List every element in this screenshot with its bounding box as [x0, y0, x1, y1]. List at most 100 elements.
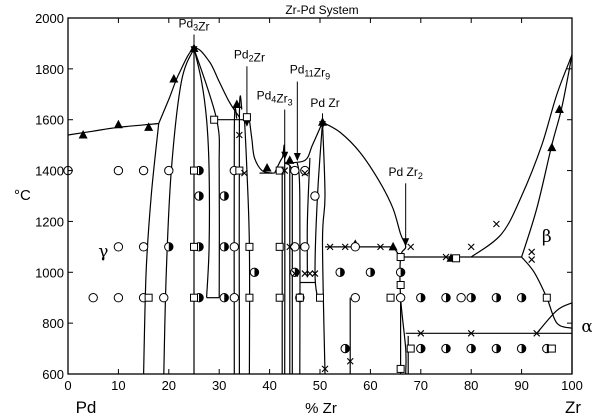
- phase-label-subscript: 2: [418, 171, 423, 181]
- phase-boundary: [238, 95, 243, 375]
- half-circle-fill: [224, 242, 229, 252]
- square-marker: [542, 293, 551, 302]
- open-circle-marker: [113, 293, 124, 303]
- square-marker: [406, 344, 415, 353]
- square-marker: [144, 293, 153, 302]
- x-axis-ticks: 0 10 20 30 40 50 60 70 80 90 100: [64, 18, 583, 393]
- open-circle-marker: [290, 165, 300, 176]
- phase-label-text: Zr: [314, 65, 325, 79]
- cross-marker: [341, 243, 349, 251]
- data-markers: [63, 43, 564, 373]
- x-tick-label: 70: [414, 378, 428, 393]
- region-label: γ: [98, 242, 108, 262]
- half-circle-fill: [496, 344, 501, 353]
- half-circle-fill: [199, 191, 204, 201]
- open-circle-marker: [300, 242, 310, 252]
- cross-marker: [281, 167, 289, 174]
- cross-marker: [301, 169, 309, 177]
- half-circle-fill: [420, 344, 425, 353]
- phase-boundary: [274, 144, 286, 375]
- open-circle-marker: [229, 293, 240, 303]
- phase-label-subscript: 3: [193, 23, 198, 33]
- phase-boundary: [296, 162, 301, 375]
- x-tick-label: 100: [561, 378, 583, 393]
- region-labels: γ β α: [98, 227, 592, 337]
- cross-marker: [235, 131, 243, 139]
- half-circle-fill: [471, 293, 476, 302]
- open-circle-marker: [88, 293, 98, 303]
- square-marker: [396, 364, 405, 373]
- region-label: β: [542, 227, 552, 247]
- phase-boundary: [67, 122, 159, 136]
- phase-label: Pd2Zr: [234, 48, 265, 65]
- cross-marker: [417, 329, 425, 337]
- half-circle-fill: [400, 268, 405, 277]
- open-circle-marker: [456, 293, 466, 303]
- phase-boundary: [163, 48, 195, 375]
- phase-label: Pd Zr: [310, 96, 339, 110]
- phase-label-text: Pd: [290, 62, 305, 76]
- triangle-marker: [189, 43, 199, 53]
- half-circle-fill: [471, 344, 476, 353]
- phase-boundary: [314, 122, 324, 298]
- phase-label-text: Zr: [276, 91, 287, 105]
- half-circle-fill: [168, 242, 173, 252]
- phase-boundary: [322, 121, 407, 375]
- y-axis-label: °C: [14, 187, 31, 204]
- x-end-label-left: Pd: [76, 398, 97, 417]
- x-tick-label: 90: [514, 378, 528, 393]
- cross-marker: [528, 248, 536, 256]
- open-circle-marker: [113, 242, 124, 252]
- phase-boundary: [143, 123, 160, 375]
- triangle-marker: [547, 142, 557, 152]
- square-marker: [190, 166, 198, 175]
- y-tick-label: 800: [42, 316, 64, 331]
- x-end-label-right: Zr: [565, 398, 581, 417]
- cross-marker: [528, 256, 536, 263]
- cross-marker: [493, 220, 500, 228]
- phase-label-text: Pd Zr: [310, 96, 339, 110]
- x-tick-label: 0: [64, 378, 71, 393]
- open-circle-marker: [159, 293, 169, 303]
- label-arrowhead: [293, 153, 301, 162]
- half-circle-fill: [370, 268, 375, 277]
- cross-marker: [326, 243, 334, 251]
- square-marker: [275, 293, 284, 302]
- cross-marker: [291, 270, 299, 277]
- square-marker: [242, 113, 251, 122]
- half-circle-fill: [254, 268, 259, 277]
- half-circle-fill: [224, 191, 229, 201]
- label-arrowhead: [402, 238, 410, 247]
- phase-boundary: [470, 54, 573, 258]
- phase-label: Pd4Zr3: [257, 88, 293, 107]
- square-marker: [275, 166, 284, 175]
- triangle-marker: [113, 119, 123, 129]
- y-tick-label: 1000: [35, 265, 64, 280]
- half-circle-fill: [420, 293, 425, 302]
- x-tick-label: 60: [363, 378, 377, 393]
- open-circle-marker: [164, 165, 174, 176]
- square-marker: [190, 293, 198, 302]
- cross-marker: [306, 270, 314, 277]
- cross-marker: [286, 243, 294, 251]
- chart-title: Zr-Pd System: [285, 3, 358, 17]
- phase-boundary: [536, 302, 573, 334]
- square-marker: [452, 254, 461, 263]
- y-tick-label: 2000: [35, 11, 64, 26]
- y-tick-label: 1600: [35, 113, 64, 128]
- triangle-marker: [232, 99, 242, 108]
- square-marker: [245, 293, 254, 302]
- half-circle-fill: [224, 293, 229, 302]
- phase-label-text: Pd Zr: [389, 165, 418, 179]
- triangle-marker: [388, 241, 398, 251]
- triangle-marker: [78, 129, 88, 139]
- y-axis-ticks: 600 800 1000 1200 1400 1600 1800 2000: [35, 11, 572, 382]
- cross-marker: [346, 357, 354, 365]
- open-circle-marker: [310, 191, 320, 201]
- phase-boundary: [284, 122, 324, 164]
- triangle-marker: [169, 74, 179, 83]
- x-tick-label: 80: [464, 378, 478, 393]
- region-label: α: [581, 317, 592, 337]
